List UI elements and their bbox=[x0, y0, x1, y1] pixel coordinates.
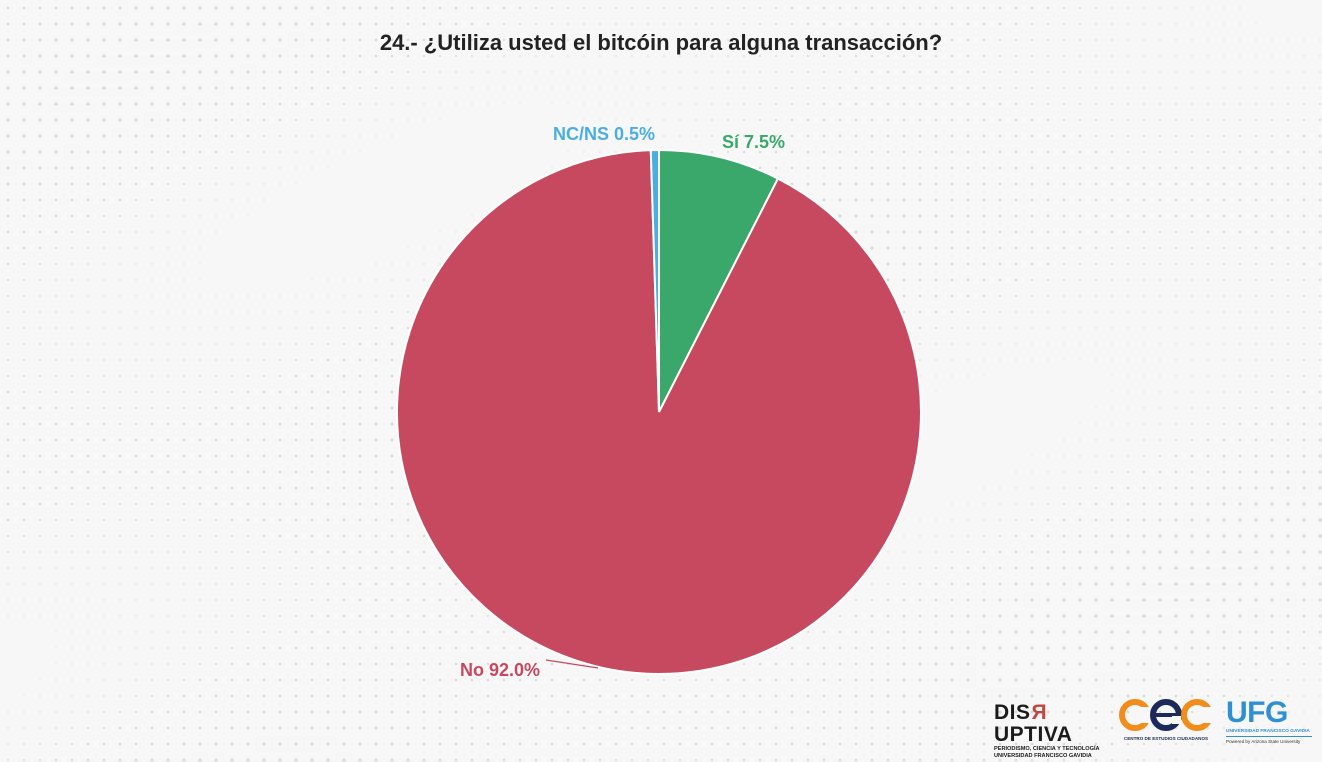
disruptiva-logo: DISRUPTIVA PERIODISMO, CIENCIA Y TECNOLO… bbox=[994, 701, 1106, 760]
ufg-wordmark: UFG bbox=[1226, 696, 1288, 729]
pie-slice-nc-ns bbox=[649, 148, 660, 413]
ufg-logo: UFG UNIVERSIDAD FRANCISCO GAVIDIA Powere… bbox=[1226, 698, 1318, 752]
disruptiva-university: UNIVERSIDAD FRANCISCO GAVIDIA bbox=[994, 753, 1092, 759]
ufg-university: UNIVERSIDAD FRANCISCO GAVIDIA bbox=[1226, 729, 1310, 734]
disruptiva-tagline: PERIODISMO, CIENCIA Y TECNOLOGÍA bbox=[994, 746, 1100, 752]
pie-slice-no bbox=[396, 149, 922, 675]
data-label-nc-ns: NC/NS 0.5% bbox=[553, 124, 655, 144]
footer-logos: DISRUPTIVA PERIODISMO, CIENCIA Y TECNOLO… bbox=[990, 696, 1320, 759]
ufg-divider bbox=[1226, 736, 1312, 737]
chart-title: 24.- ¿Utiliza usted el bitcóin para algu… bbox=[379, 30, 943, 55]
pie-slice-s- bbox=[658, 148, 780, 413]
cec-emblem-icon bbox=[1119, 699, 1216, 731]
data-label-no: No 92.0% bbox=[460, 660, 540, 680]
data-label-s-: Sí 7.5% bbox=[722, 132, 785, 152]
ufg-powered-by: Powered by Arizona State University bbox=[1226, 739, 1301, 744]
disruptiva-wordmark: DISRUPTIVA bbox=[994, 701, 1073, 746]
leader-line-no bbox=[545, 659, 599, 669]
cec-logo: CENTRO DE ESTUDIOS CIUDADANOS bbox=[1118, 696, 1216, 748]
cec-name: CENTRO DE ESTUDIOS CIUDADANOS bbox=[1123, 736, 1209, 741]
